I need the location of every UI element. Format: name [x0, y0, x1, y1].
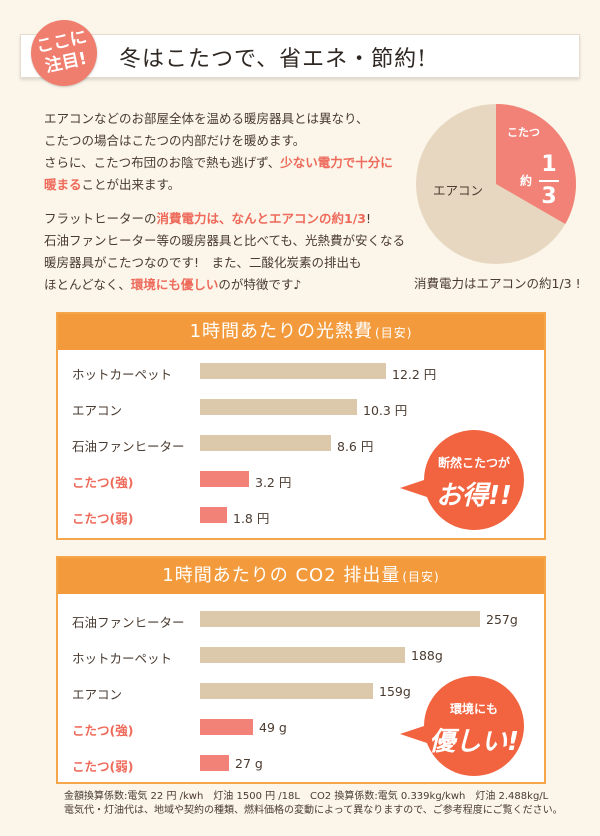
pie-fraction: 1 3	[537, 150, 561, 212]
attention-badge: ここに 注目!	[24, 13, 104, 93]
bar	[200, 507, 227, 523]
co2-callout-line-2: 優しい!	[429, 727, 519, 757]
pie-caption: 消費電力はエアコンの約1/3 !	[414, 276, 581, 291]
pie-label-eacon: エアコン	[433, 183, 484, 198]
power-pie-chart	[414, 102, 578, 266]
intro-paragraph-2: フラットヒーターの消費電力は、なんとエアコンの約1/3! 石油ファンヒーター等の…	[44, 208, 414, 296]
bar-label: こたつ(強)	[72, 723, 134, 738]
intro-line: ことが出来ます。	[81, 177, 181, 192]
intro-line: エアコンなどのお部屋全体を温める暖房器具とは異なり、	[44, 111, 369, 126]
bar-value: 3.2 円	[255, 475, 292, 490]
pie-svg	[416, 104, 576, 264]
pie-kotatsu-slice	[496, 104, 576, 224]
bar-label: こたつ(強)	[72, 475, 134, 490]
bar	[200, 755, 229, 771]
fraction-numerator: 1	[541, 152, 557, 177]
header-bar: 冬はこたつで、省エネ・節約!	[20, 34, 580, 78]
cost-callout: 断然こたつが お得!!	[400, 430, 524, 530]
intro-line: !	[365, 211, 371, 226]
bar-value: 1.8 円	[233, 511, 270, 526]
bar-row: エアコン 10.3 円	[58, 397, 538, 419]
bar-value: 8.6 円	[337, 439, 374, 454]
bar-row: こたつ(強) 49 g	[58, 717, 538, 739]
bar-label: エアコン	[72, 403, 123, 418]
footnote-line-1: 金額換算係数:電気 22 円 /kwh 灯油 1500 円 /18L CO2 換…	[64, 791, 549, 802]
intro-highlight: 消費電力は、なんとエアコンの約1/3	[156, 211, 366, 226]
bar-label: 石油ファンヒーター	[72, 615, 185, 630]
bar-value: 27 g	[235, 756, 263, 771]
intro-line: さらに、こたつ布団のお陰で熱も逃げず、	[44, 155, 281, 170]
bar-row: エアコン 159g	[58, 681, 538, 703]
pie-label-kotatsu: こたつ	[507, 126, 540, 139]
bar-row: こたつ(弱) 27 g	[58, 753, 538, 775]
co2-callout: 環境にも 優しい!	[400, 676, 524, 776]
intro-line: フラットヒーターの	[44, 211, 157, 226]
intro-line: こたつの場合はこたつの内部だけを暖めます。	[44, 133, 306, 148]
bar-label: エアコン	[72, 687, 123, 702]
cost-panel-title: 1時間あたりの光熱費 (目安)	[58, 314, 544, 350]
footnote: 金額換算係数:電気 22 円 /kwh 灯油 1500 円 /18L CO2 換…	[64, 790, 563, 818]
bar	[200, 435, 331, 451]
co2-title-text: 1時間あたりの CO2 排出量	[162, 565, 401, 586]
page-title: 冬はこたつで、省エネ・節約!	[119, 47, 427, 72]
intro-line: ほとんどなく、	[44, 277, 131, 292]
bar-row: ホットカーペット 12.2 円	[58, 361, 538, 383]
bar-label: 石油ファンヒーター	[72, 439, 185, 454]
intro-line: 石油ファンヒーター等の暖房器具と比べても、光熱費が安くなる	[44, 233, 406, 248]
bar-value: 12.2 円	[392, 367, 437, 382]
bar	[200, 611, 480, 627]
footnote-line-2: 電気代・灯油代は、地域や契約の種類、燃料価格の変動によって異なりますので、ご参考…	[64, 805, 563, 816]
cost-callout-line-1: 断然こたつが	[437, 456, 510, 470]
intro-paragraph-1: エアコンなどのお部屋全体を温める暖房器具とは異なり、 こたつの場合はこたつの内部…	[44, 108, 414, 196]
bar-label: ホットカーペット	[72, 651, 173, 666]
bar-value: 159g	[379, 684, 411, 699]
bar	[200, 399, 357, 415]
cost-panel: 1時間あたりの光熱費 (目安) ホットカーペット 12.2 円エアコン 10.3 円石…	[56, 312, 546, 540]
bar	[200, 683, 373, 699]
intro-highlight: 環境にも優しい	[130, 277, 219, 292]
co2-panel: 1時間あたりの CO2 排出量 (目安) 石油ファンヒーター 257g ホットカーペッ…	[56, 556, 546, 784]
intro-line: のが特徴です♪	[218, 277, 302, 292]
co2-panel-title: 1時間あたりの CO2 排出量 (目安)	[58, 558, 544, 594]
bar-row: 石油ファンヒーター 257g	[58, 609, 538, 631]
bar-value: 188g	[411, 648, 443, 663]
cost-callout-line-2: お得!!	[436, 481, 512, 511]
cost-title-note: (目安)	[375, 326, 413, 340]
intro-line: 暖房器具がこたつなのです! また、二酸化炭素の排出も	[44, 255, 362, 270]
pie-label-approx: 約	[520, 174, 533, 188]
bar	[200, 647, 405, 663]
fraction-bar	[539, 180, 559, 182]
bar	[200, 471, 249, 487]
bar-row: 石油ファンヒーター 8.6 円	[58, 433, 538, 455]
bar	[200, 363, 386, 379]
co2-title-note: (目安)	[402, 570, 440, 584]
bar-value: 10.3 円	[363, 403, 408, 418]
bar-label: ホットカーペット	[72, 367, 173, 382]
fraction-denominator: 3	[541, 184, 557, 209]
bar-label: こたつ(弱)	[72, 759, 134, 774]
intro-highlight: 少ない電力で十分に	[280, 155, 393, 170]
co2-callout-line-1: 環境にも	[449, 702, 498, 716]
bar	[200, 719, 253, 735]
bar-value: 257g	[486, 612, 518, 627]
bar-value: 49 g	[259, 720, 287, 735]
bar-label: こたつ(弱)	[72, 511, 134, 526]
bar-row: こたつ(強) 3.2 円	[58, 469, 538, 491]
intro-text: エアコンなどのお部屋全体を温める暖房器具とは異なり、 こたつの場合はこたつの内部…	[44, 108, 414, 308]
intro-highlight: 暖まる	[44, 177, 82, 192]
cost-title-text: 1時間あたりの光熱費	[189, 321, 374, 342]
bar-row: ホットカーペット 188g	[58, 645, 538, 667]
bar-row: こたつ(弱) 1.8 円	[58, 505, 538, 527]
